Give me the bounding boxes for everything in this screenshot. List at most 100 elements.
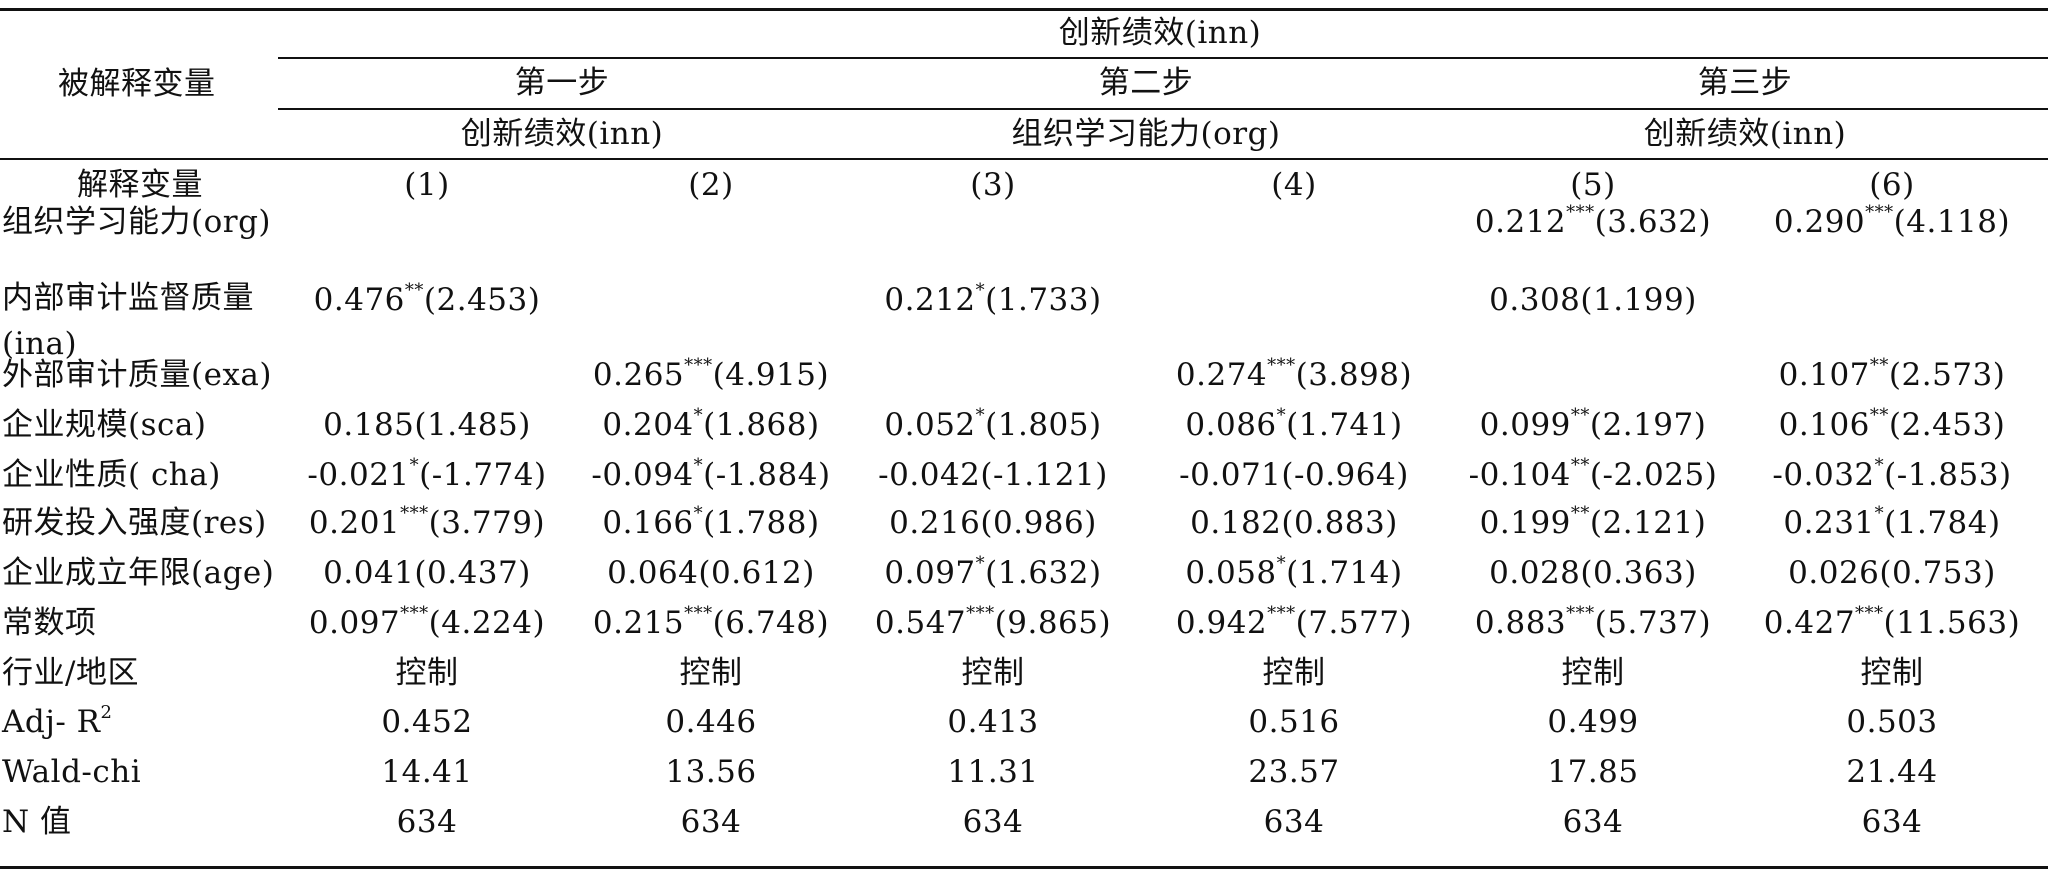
significance-stars: *: [1276, 405, 1287, 426]
significance-stars: *: [409, 455, 420, 476]
table-cell: 0.212*(1.733): [884, 280, 1101, 320]
step-2-label: 第二步: [1098, 65, 1194, 101]
t-statistic: (9.865): [994, 605, 1112, 641]
row-label: 企业成立年限(age): [2, 555, 275, 591]
coefficient-value: 0.308: [1489, 282, 1581, 318]
table-cell: 0.216(0.986): [889, 503, 1097, 543]
table-cell: -0.104**(-2.025): [1469, 455, 1718, 495]
step-1-label: 第一步: [514, 65, 610, 101]
t-statistic: (1.805): [985, 407, 1102, 443]
coefficient-value: 634: [1861, 804, 1923, 840]
coefficient-value: 0.265: [592, 357, 685, 393]
table-cell: 0.883***(5.737): [1475, 603, 1711, 643]
corner-label: 被解释变量: [58, 66, 216, 102]
coefficient-value: 0.216: [889, 505, 981, 541]
table-cell: 0.503: [1846, 702, 1937, 742]
table-cell: -0.094*(-1.884): [591, 455, 830, 495]
coefficient-value: 控制: [679, 655, 743, 691]
table-cell: 634: [1563, 802, 1624, 842]
table-cell: -0.032*(-1.853): [1772, 455, 2011, 495]
t-statistic: (3.632): [1594, 204, 1712, 240]
row-label: Wald-chi: [2, 754, 142, 790]
coefficient-value: 0.503: [1846, 704, 1938, 740]
significance-stars: ***: [1566, 202, 1595, 223]
header-rule-1: [278, 57, 2048, 59]
table-cell: 0.215***(6.748): [593, 603, 829, 643]
coefficient-value: 0.290: [1773, 204, 1866, 240]
table-cell: 0.547***(9.865): [875, 603, 1111, 643]
table-cell: 17.85: [1547, 752, 1638, 792]
coefficient-value: 634: [962, 804, 1024, 840]
table-cell: 0.106**(2.453): [1779, 405, 2006, 445]
coefficient-value: 0.476: [313, 282, 405, 318]
coefficient-value: 0.446: [665, 704, 757, 740]
t-statistic: (1.485): [414, 407, 531, 443]
table-cell: 0.274***(3.898): [1176, 355, 1412, 395]
table-cell: 11.31: [947, 752, 1038, 792]
table-cell: 0.290***(4.118): [1774, 202, 2010, 242]
coefficient-value: 0.516: [1248, 704, 1340, 740]
significance-stars: ***: [1865, 202, 1894, 223]
coefficient-value: 0.166: [602, 505, 694, 541]
table-cell: 634: [1264, 802, 1325, 842]
significance-stars: *: [693, 455, 704, 476]
coefficient-value: 0.086: [1185, 407, 1277, 443]
coefficient-value: -0.094: [591, 457, 694, 493]
t-statistic: (3.779): [428, 505, 546, 541]
coefficient-value: 0.204: [602, 407, 694, 443]
coefficient-value: 21.44: [1846, 754, 1938, 790]
table-cell: 0.064(0.612): [607, 553, 815, 593]
t-statistic: (4.224): [428, 605, 546, 641]
coefficient-value: 0.427: [1763, 605, 1856, 641]
t-statistic: (-1.121): [980, 457, 1108, 493]
coefficient-value: 0.883: [1474, 605, 1567, 641]
row-label: 行业/地区: [2, 655, 139, 691]
coefficient-value: 17.85: [1547, 754, 1639, 790]
significance-stars: *: [975, 553, 986, 574]
coefficient-value: 0.106: [1778, 407, 1870, 443]
table-cell: 控制: [680, 653, 743, 693]
coefficient-value: 0.052: [884, 407, 976, 443]
table-cell: 控制: [1562, 653, 1625, 693]
table-cell: 0.476**(2.453): [314, 280, 541, 320]
t-statistic: (11.563): [1883, 605, 2021, 641]
t-statistic: (0.612): [698, 555, 815, 591]
t-statistic: (0.883): [1281, 505, 1398, 541]
t-statistic: (7.577): [1295, 605, 1413, 641]
table-cell: 0.086*(1.741): [1185, 405, 1402, 445]
table-cell: -0.021*(-1.774): [307, 455, 546, 495]
coefficient-value: 0.185: [323, 407, 415, 443]
significance-stars: ***: [1267, 603, 1296, 624]
significance-stars: ***: [400, 503, 429, 524]
t-statistic: (1.784): [1884, 505, 2001, 541]
row-label: 外部审计质量(exa): [2, 357, 272, 393]
significance-stars: **: [1869, 405, 1889, 426]
coefficient-value: 11.31: [947, 754, 1039, 790]
t-statistic: (3.898): [1295, 357, 1413, 393]
table-cell: 0.058*(1.714): [1185, 553, 1402, 593]
row-label: 企业规模(sca): [2, 407, 207, 443]
table-cell: 23.57: [1248, 752, 1339, 792]
significance-stars: *: [975, 280, 986, 301]
step-3-sub: 创新绩效(inn): [1643, 116, 1847, 152]
row-label: 常数项: [2, 605, 97, 641]
explanatory-label: 解释变量: [77, 167, 203, 203]
coefficient-value: 0.212: [884, 282, 976, 318]
coefficient-value: 0.041: [323, 555, 415, 591]
t-statistic: (-1.774): [419, 457, 547, 493]
header-rule-3: [0, 158, 2048, 160]
significance-stars: **: [404, 280, 424, 301]
table-cell: 0.199**(2.121): [1480, 503, 1707, 543]
row-label: 企业性质( cha): [2, 457, 221, 493]
significance-stars: **: [1570, 503, 1590, 524]
table-cell: 21.44: [1846, 752, 1937, 792]
table-cell: 0.942***(7.577): [1176, 603, 1412, 643]
row-label: N 值: [2, 804, 72, 840]
t-statistic: (0.437): [414, 555, 531, 591]
table-cell: 控制: [1263, 653, 1326, 693]
table-cell: 0.097***(4.224): [309, 603, 545, 643]
coefficient-value: -0.104: [1468, 457, 1571, 493]
table-cell: 0.107**(2.573): [1779, 355, 2006, 395]
coefficient-value: -0.042: [878, 457, 981, 493]
t-statistic: (2.453): [1888, 407, 2006, 443]
